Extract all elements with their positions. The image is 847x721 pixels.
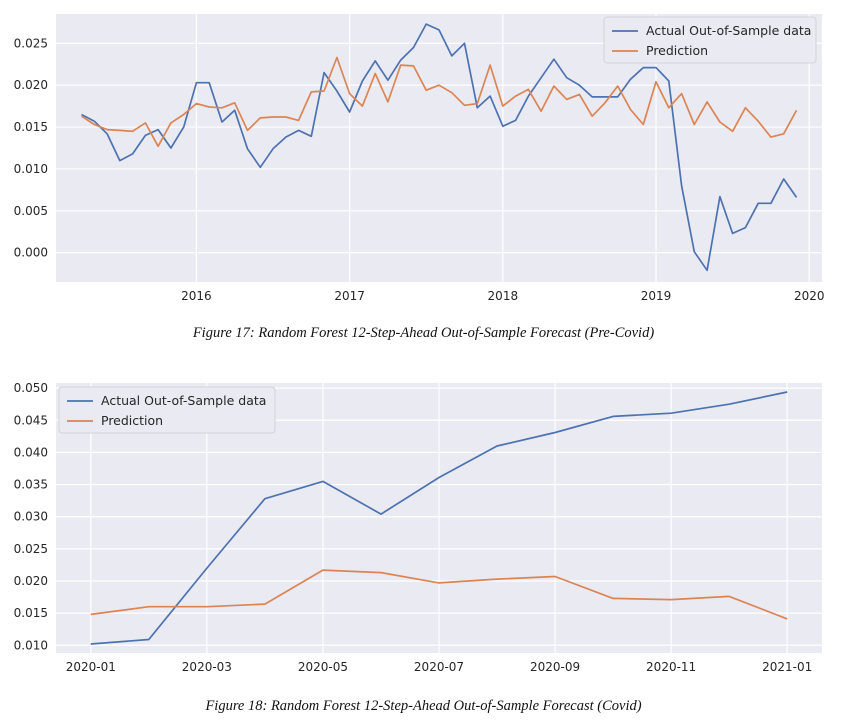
- prediction-series-line: [81, 56, 798, 148]
- y-tick-label: 0.000: [14, 246, 48, 260]
- y-tick-label: 0.025: [14, 36, 48, 50]
- legend-actual-label: Actual Out-of-Sample data: [646, 23, 811, 38]
- x-tick-label: 2020-05: [298, 660, 348, 674]
- legend-box: [603, 16, 817, 64]
- legend-prediction-label: Prediction: [101, 413, 163, 428]
- legend-actual-label: Actual Out-of-Sample data: [101, 393, 266, 408]
- y-tick-label: 0.005: [14, 204, 48, 218]
- y-tick-label: 0.020: [14, 78, 48, 92]
- y-tick-label: 0.030: [14, 510, 48, 524]
- y-tick-label: 0.010: [14, 162, 48, 176]
- y-tick-label: 0.035: [14, 478, 48, 492]
- y-tick-label: 0.015: [14, 606, 48, 620]
- x-tick-label: 2020-11: [646, 660, 696, 674]
- actual-series-line: [90, 391, 788, 645]
- pre-covid-forecast-chart: 2016 2017 2018 2019 2020 0.000 0.005 0.010 0.015…: [14, 14, 825, 303]
- legend-prediction-label: Prediction: [646, 43, 708, 58]
- y-tick-label: 0.015: [14, 120, 48, 134]
- x-tick-label: 2018: [488, 289, 519, 303]
- figure-18-caption: Figure 18: Random Forest 12-Step-Ahead O…: [205, 698, 642, 714]
- x-tick-label: 2020-03: [182, 660, 232, 674]
- figure-17-caption: Figure 17: Random Forest 12-Step-Ahead O…: [192, 325, 655, 341]
- x-tick-label: 2021-01: [762, 660, 812, 674]
- x-tick-label: 2020-07: [414, 660, 464, 674]
- y-tick-label: 0.040: [14, 445, 48, 459]
- x-tick-label: 2019: [641, 289, 672, 303]
- prediction-series-line: [90, 569, 788, 620]
- y-tick-label: 0.050: [14, 381, 48, 395]
- x-tick-label: 2016: [181, 289, 212, 303]
- actual-series-line: [81, 23, 798, 272]
- y-tick-label: 0.010: [14, 638, 48, 652]
- x-tick-label: 2020-09: [530, 660, 580, 674]
- x-tick-label: 2020: [794, 289, 825, 303]
- x-tick-label: 2017: [334, 289, 365, 303]
- x-tick-label: 2020-01: [66, 660, 116, 674]
- legend-box: [58, 386, 276, 434]
- y-tick-label: 0.025: [14, 542, 48, 556]
- plot-area: [56, 383, 822, 653]
- y-tick-label: 0.020: [14, 574, 48, 588]
- y-tick-label: 0.045: [14, 413, 48, 427]
